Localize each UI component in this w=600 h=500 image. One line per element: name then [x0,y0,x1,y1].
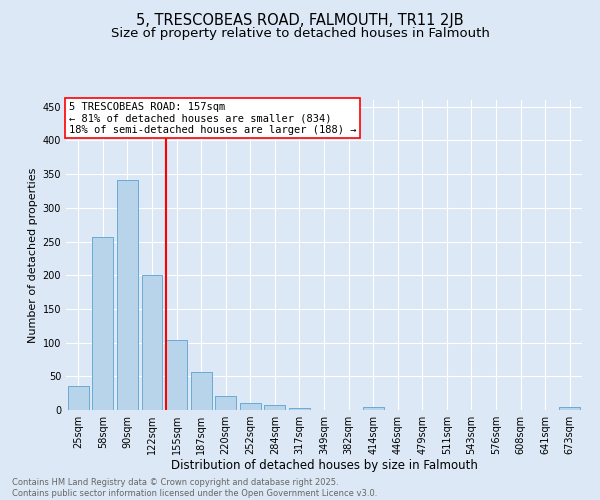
Bar [117,180,138,410]
Bar [215,396,236,410]
Bar [166,340,187,410]
X-axis label: Distribution of detached houses by size in Falmouth: Distribution of detached houses by size … [170,458,478,471]
Bar [92,238,113,410]
Text: 5 TRESCOBEAS ROAD: 157sqm
← 81% of detached houses are smaller (834)
18% of semi: 5 TRESCOBEAS ROAD: 157sqm ← 81% of detac… [68,102,356,134]
Bar [265,406,286,410]
Bar [362,408,383,410]
Bar [289,408,310,410]
Text: Contains HM Land Registry data © Crown copyright and database right 2025.
Contai: Contains HM Land Registry data © Crown c… [12,478,377,498]
Text: Size of property relative to detached houses in Falmouth: Size of property relative to detached ho… [110,28,490,40]
Bar [68,386,89,410]
Bar [240,402,261,410]
Text: 5, TRESCOBEAS ROAD, FALMOUTH, TR11 2JB: 5, TRESCOBEAS ROAD, FALMOUTH, TR11 2JB [136,12,464,28]
Bar [191,372,212,410]
Y-axis label: Number of detached properties: Number of detached properties [28,168,38,342]
Bar [142,275,163,410]
Bar [559,408,580,410]
